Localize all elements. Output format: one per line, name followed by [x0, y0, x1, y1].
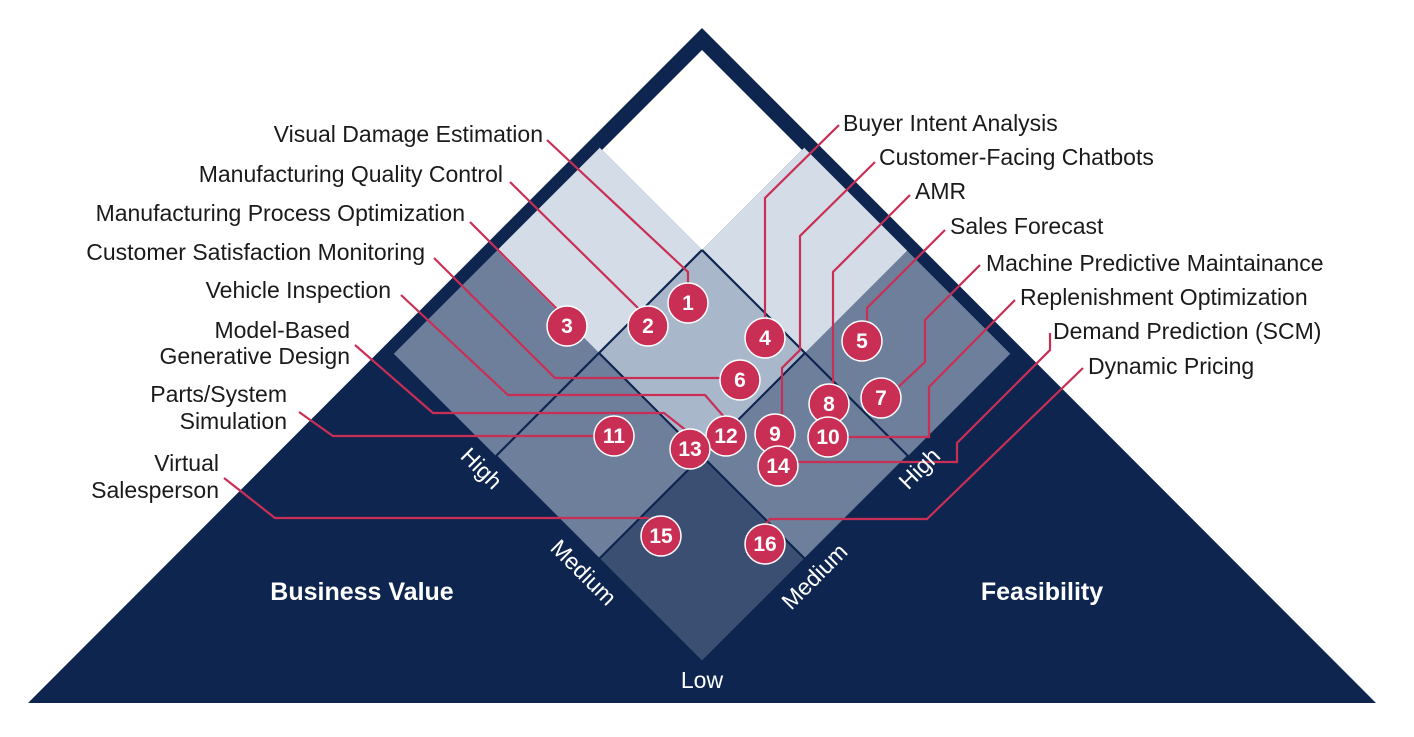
leader-line-12	[400, 294, 726, 419]
badge-circle-6	[719, 359, 761, 401]
badge-number-2: 2	[642, 315, 654, 338]
leader-line-10	[836, 299, 1016, 439]
badge-number-15: 15	[649, 525, 673, 548]
label-vehicle-inspection: Vehicle Inspection	[206, 277, 391, 303]
badge-circle-15	[640, 515, 682, 557]
badge-number-5: 5	[856, 330, 868, 353]
leader-line-13	[354, 344, 693, 436]
leader-line-4	[763, 124, 840, 330]
badge-number-1: 1	[682, 292, 694, 315]
badge-3: 3	[546, 305, 588, 347]
badge-circle-7	[860, 377, 902, 419]
leader-line-8	[831, 194, 911, 388]
badge-14: 14	[757, 445, 799, 487]
badge-1: 1	[667, 282, 709, 324]
badge-circle-5	[841, 320, 883, 362]
business-value-title: Business Value	[270, 578, 454, 606]
right-labels: Buyer Intent Analysis Customer-Facing Ch…	[843, 110, 1324, 379]
badge-2: 2	[627, 305, 669, 347]
badge-circle-2	[627, 305, 669, 347]
label-buyer-intent-analysis: Buyer Intent Analysis	[843, 110, 1058, 136]
badge-circle-1	[667, 282, 709, 324]
leader-line-9	[780, 161, 876, 420]
label-simulation-line2: Simulation	[180, 408, 287, 434]
badge-circle-16	[744, 523, 786, 565]
badge-8: 8	[808, 383, 850, 425]
feasibility-title: Feasibility	[981, 578, 1103, 606]
label-generative-design-line2: Generative Design	[160, 343, 351, 369]
badge-number-9: 9	[769, 423, 781, 446]
badge-15: 15	[640, 515, 682, 557]
badge-circle-11	[593, 415, 635, 457]
badge-circle-4	[744, 317, 786, 359]
label-manufacturing-quality-control: Manufacturing Quality Control	[199, 161, 503, 187]
badge-6: 6	[719, 359, 761, 401]
leader-line-1	[546, 139, 690, 286]
badge-10: 10	[807, 416, 849, 458]
label-sales-forecast: Sales Forecast	[950, 213, 1104, 239]
badge-circle-10	[807, 416, 849, 458]
label-visual-damage-estimation: Visual Damage Estimation	[274, 121, 543, 147]
label-virtual-line1: Virtual	[154, 450, 219, 476]
axis-low-label: Low	[681, 667, 724, 693]
label-salesperson-line2: Salesperson	[91, 477, 219, 503]
badge-number-11: 11	[603, 425, 626, 448]
badge-number-4: 4	[759, 327, 771, 350]
left-labels: Visual Damage Estimation Manufacturing Q…	[86, 121, 543, 503]
badge-number-7: 7	[875, 387, 887, 410]
badge-number-10: 10	[816, 426, 839, 449]
label-customer-facing-chatbots: Customer-Facing Chatbots	[879, 144, 1154, 170]
badge-number-8: 8	[823, 393, 835, 416]
badge-number-14: 14	[766, 455, 790, 478]
leader-lines	[223, 124, 1084, 533]
leader-line-7	[892, 264, 981, 393]
badge-circle-13	[669, 428, 711, 470]
badge-number-6: 6	[734, 369, 746, 392]
badge-7: 7	[860, 377, 902, 419]
badge-circle-14	[757, 445, 799, 487]
badge-number-16: 16	[753, 533, 776, 556]
badge-4: 4	[744, 317, 786, 359]
badge-circle-3	[546, 305, 588, 347]
label-manufacturing-process-optimization: Manufacturing Process Optimization	[96, 200, 465, 226]
badge-number-3: 3	[561, 315, 573, 338]
badge-number-13: 13	[678, 438, 701, 461]
badge-16: 16	[744, 523, 786, 565]
label-replenishment-optimization: Replenishment Optimization	[1020, 284, 1308, 310]
label-customer-satisfaction-monitoring: Customer Satisfaction Monitoring	[86, 239, 425, 265]
label-dynamic-pricing: Dynamic Pricing	[1088, 353, 1254, 379]
leader-line-6	[433, 257, 725, 380]
badge-11: 11	[593, 415, 635, 457]
label-model-based-line1: Model-Based	[214, 317, 350, 343]
label-parts-system-line1: Parts/System	[150, 381, 287, 407]
label-amr: AMR	[915, 178, 966, 204]
label-machine-predictive-maintainance: Machine Predictive Maintainance	[986, 250, 1324, 276]
leader-line-11	[298, 411, 600, 438]
badge-number-12: 12	[714, 425, 737, 448]
badge-13: 13	[669, 428, 711, 470]
label-demand-prediction-scm: Demand Prediction (SCM)	[1053, 318, 1321, 344]
badge-12: 12	[705, 415, 747, 457]
leader-line-14	[792, 333, 1052, 464]
badge-5: 5	[841, 320, 883, 362]
